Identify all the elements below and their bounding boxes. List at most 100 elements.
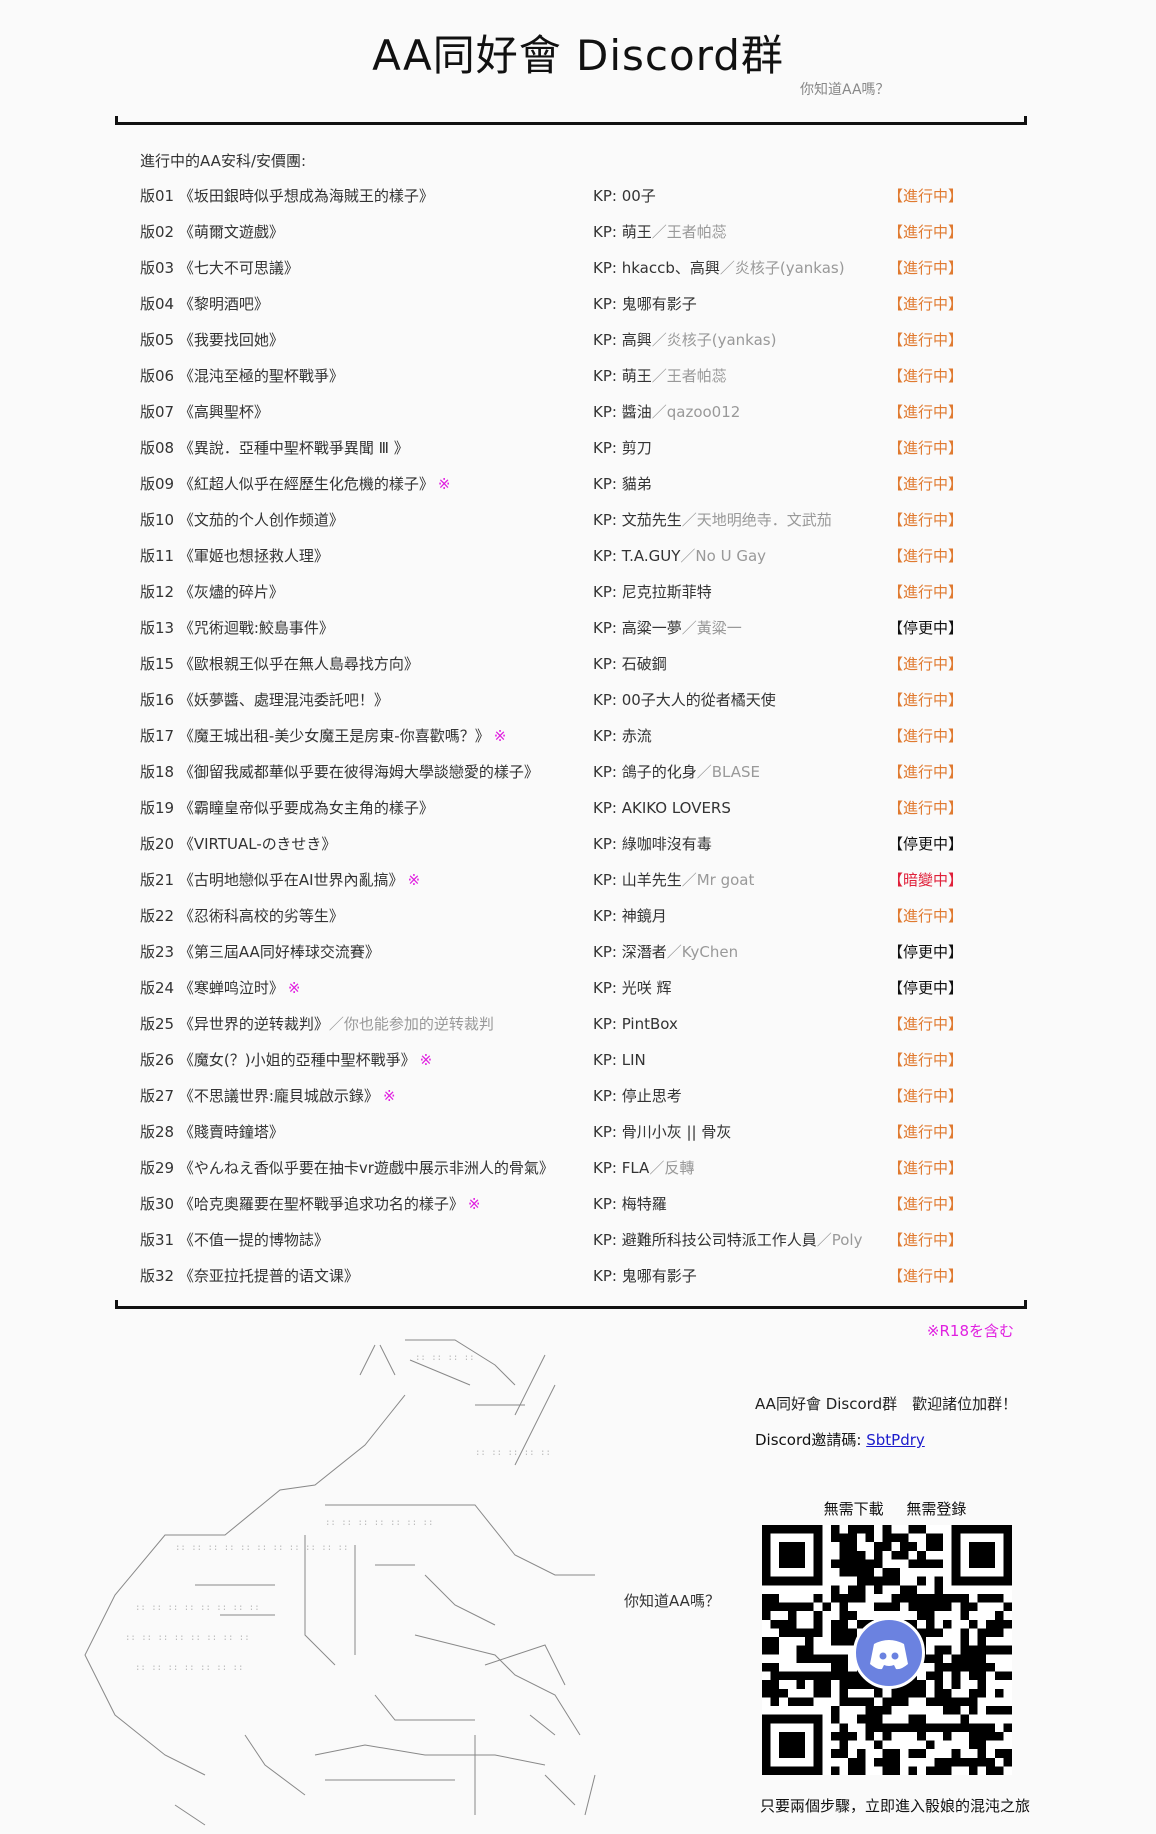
kp-prefix: KP:	[593, 1195, 622, 1213]
session-title-cell: 版01 《坂田銀時似乎想成為海賊王的樣子》	[140, 186, 434, 206]
kp-name: 剪刀	[621, 439, 652, 457]
session-row: 版24 《寒蝉鸣泣时》 ※ KP: 光咲 辉 【停更中】	[140, 978, 1020, 1014]
kp-prefix: KP:	[593, 439, 622, 457]
status-badge: 【進行中】	[888, 655, 964, 673]
session-title[interactable]: 《古明地戀似乎在AI世界內亂搞》	[178, 871, 404, 889]
kp-cell: KP: PintBox	[593, 1014, 678, 1034]
session-title[interactable]: 《坂田銀時似乎想成為海賊王的樣子》	[178, 187, 434, 205]
status-badge: 【進行中】	[888, 259, 964, 277]
session-title-cell: 版29 《やんねえ香似乎要在抽卡vr遊戲中展示非洲人的骨氣》	[140, 1158, 554, 1178]
session-title[interactable]: 《黎明酒吧》	[178, 295, 269, 313]
kp-cell: KP: 醬油／qazoo012	[593, 402, 740, 422]
kp-cell: KP: 骨川小灰 || 骨灰	[593, 1122, 731, 1142]
session-title[interactable]: 《第三屆AA同好棒球交流賽》	[178, 943, 380, 961]
r18-note: ※R18を含む	[926, 1322, 1014, 1340]
status-badge: 【進行中】	[888, 763, 964, 781]
session-number: 版32	[140, 1267, 175, 1285]
session-title[interactable]: 《賤賣時鐘塔》	[178, 1123, 284, 1141]
session-title[interactable]: 《高興聖杯》	[178, 403, 269, 421]
kp-cell: KP: 神鏡月	[593, 906, 667, 926]
kp-cell: KP: 赤流	[593, 726, 652, 746]
kp-alias: ／Mr goat	[681, 871, 755, 889]
session-title[interactable]: 《咒術迴戰:鮫島事件》	[178, 619, 334, 637]
session-row: 版09 《紅超人似乎在經歷生化危機的樣子》 ※ KP: 貓弟 【進行中】	[140, 474, 1020, 510]
session-title-cell: 版25 《异世界的逆转裁判》／你也能参加的逆转裁判	[140, 1014, 494, 1034]
session-title-cell: 版10 《文茄的个人创作频道》	[140, 510, 344, 530]
kp-prefix: KP:	[593, 1231, 622, 1249]
kp-prefix: KP:	[593, 943, 622, 961]
session-number: 版01	[140, 187, 175, 205]
session-title[interactable]: 《異說．亞種中聖杯戰爭異聞 Ⅲ 》	[178, 439, 409, 457]
session-title[interactable]: 《御留我威都華似乎要在彼得海姆大學談戀愛的樣子》	[178, 763, 539, 781]
session-row: 版32 《奈亚拉托提普的语文课》 KP: 鬼哪有影子 【進行中】	[140, 1266, 1020, 1302]
session-title-cell: 版26 《魔女(？)小姐的亞種中聖杯戰爭》 ※	[140, 1050, 432, 1070]
session-row: 版19 《霸瞳皇帝似乎要成為女主角的樣子》 KP: AKIKO LOVERS 【進行…	[140, 798, 1020, 834]
session-title-cell: 版27 《不思議世界:龐貝城啟示錄》 ※	[140, 1086, 396, 1106]
session-title-cell: 版03 《七大不可思議》	[140, 258, 299, 278]
top-divider	[115, 116, 1027, 125]
session-row: 版23 《第三屆AA同好棒球交流賽》 KP: 深潛者／KyChen 【停更中】	[140, 942, 1020, 978]
session-title[interactable]: 《魔王城出租-美少女魔王是房東-你喜歡嗎？》	[178, 727, 490, 745]
session-title[interactable]: 《歐根親王似乎在無人島尋找方向》	[178, 655, 419, 673]
svg-text::: :: :: :: :: :: ::: :: :: :: :: :: :: ::	[325, 1518, 433, 1528]
invite-label: Discord邀請碼:	[755, 1431, 867, 1449]
kp-cell: KP: LIN	[593, 1050, 646, 1070]
session-row: 版07 《高興聖杯》 KP: 醬油／qazoo012 【進行中】	[140, 402, 1020, 438]
kp-cell: KP: FLA／反轉	[593, 1158, 694, 1178]
status-badge: 【停更中】	[888, 619, 964, 637]
kp-prefix: KP:	[593, 763, 622, 781]
session-title[interactable]: 《我要找回她》	[178, 331, 284, 349]
session-row: 版16 《妖夢醬、處理混沌委託吧！》 KP: 00子大人的從者橘天使 【進行中】	[140, 690, 1020, 726]
session-title[interactable]: 《VIRTUAL-のきせき》	[178, 835, 337, 853]
status-badge: 【停更中】	[888, 943, 964, 961]
status-badge: 【進行中】	[888, 1015, 964, 1033]
session-title[interactable]: 《妖夢醬、處理混沌委託吧！》	[178, 691, 389, 709]
kp-prefix: KP:	[593, 403, 622, 421]
kp-prefix: KP:	[593, 1159, 622, 1177]
status-badge: 【進行中】	[888, 1087, 964, 1105]
status-badge: 【進行中】	[888, 547, 964, 565]
kp-alias: ／Poly	[816, 1231, 863, 1249]
session-number: 版08	[140, 439, 175, 457]
kp-prefix: KP:	[593, 547, 622, 565]
session-title[interactable]: 《七大不可思議》	[178, 259, 299, 277]
list-heading: 進行中的AA安科/安價團:	[140, 152, 307, 170]
session-title[interactable]: 《萌爾文遊戲》	[178, 223, 284, 241]
session-title-cell: 版16 《妖夢醬、處理混沌委託吧！》	[140, 690, 389, 710]
session-title-cell: 版20 《VIRTUAL-のきせき》	[140, 834, 336, 854]
invite-code-link[interactable]: SbtPdry	[866, 1431, 925, 1449]
session-title[interactable]: 《寒蝉鸣泣时》	[178, 979, 284, 997]
session-title[interactable]: 《奈亚拉托提普的语文课》	[178, 1267, 359, 1285]
session-title[interactable]: 《不值一提的博物誌》	[178, 1231, 329, 1249]
status-badge: 【進行中】	[888, 295, 964, 313]
qr-heading: 無需下載 無需登錄	[823, 1500, 967, 1518]
session-title[interactable]: 《文茄的个人创作频道》	[178, 511, 344, 529]
kp-cell: KP: 萌王／王者帕蕊	[593, 366, 727, 386]
session-title[interactable]: 《不思議世界:龐貝城啟示錄》	[178, 1087, 379, 1105]
session-title[interactable]: 《忍術科高校的劣等生》	[178, 907, 344, 925]
session-title[interactable]: 《异世界的逆转裁判》	[178, 1015, 329, 1033]
session-number: 版24	[140, 979, 175, 997]
kp-name: 石破鋼	[621, 655, 667, 673]
kp-prefix: KP:	[593, 1051, 622, 1069]
kp-alias: ／王者帕蕊	[651, 367, 727, 385]
session-number: 版12	[140, 583, 175, 601]
session-row: 版11 《軍姬也想拯救人理》 KP: T.A.GUY／No U Gay 【進行中】	[140, 546, 1020, 582]
session-title-cell: 版12 《灰燼的碎片》	[140, 582, 284, 602]
kp-name: 尼克拉斯菲特	[621, 583, 712, 601]
kp-name: 高興	[621, 331, 652, 349]
session-title[interactable]: 《やんねえ香似乎要在抽卡vr遊戲中展示非洲人的骨氣》	[178, 1159, 554, 1177]
session-title[interactable]: 《哈克奧羅要在聖杯戰爭追求功名的樣子》	[178, 1195, 464, 1213]
session-title[interactable]: 《魔女(？)小姐的亞種中聖杯戰爭》	[178, 1051, 416, 1069]
session-number: 版04	[140, 295, 175, 313]
session-title[interactable]: 《灰燼的碎片》	[178, 583, 284, 601]
kp-name: 光咲 辉	[621, 979, 672, 997]
session-title[interactable]: 《霸瞳皇帝似乎要成為女主角的樣子》	[178, 799, 434, 817]
session-title[interactable]: 《軍姬也想拯救人理》	[178, 547, 329, 565]
kp-cell: KP: T.A.GUY／No U Gay	[593, 546, 766, 566]
svg-text::: :: :: :: :: :: :: :: :: ::: :: :: :: :: :: :: :: :: :: :: ::	[175, 1543, 348, 1553]
session-title-cell: 版18 《御留我威都華似乎要在彼得海姆大學談戀愛的樣子》	[140, 762, 539, 782]
session-title[interactable]: 《紅超人似乎在經歷生化危機的樣子》	[178, 475, 434, 493]
session-title[interactable]: 《混沌至極的聖杯戰爭》	[178, 367, 344, 385]
status-badge: 【進行中】	[888, 403, 964, 421]
